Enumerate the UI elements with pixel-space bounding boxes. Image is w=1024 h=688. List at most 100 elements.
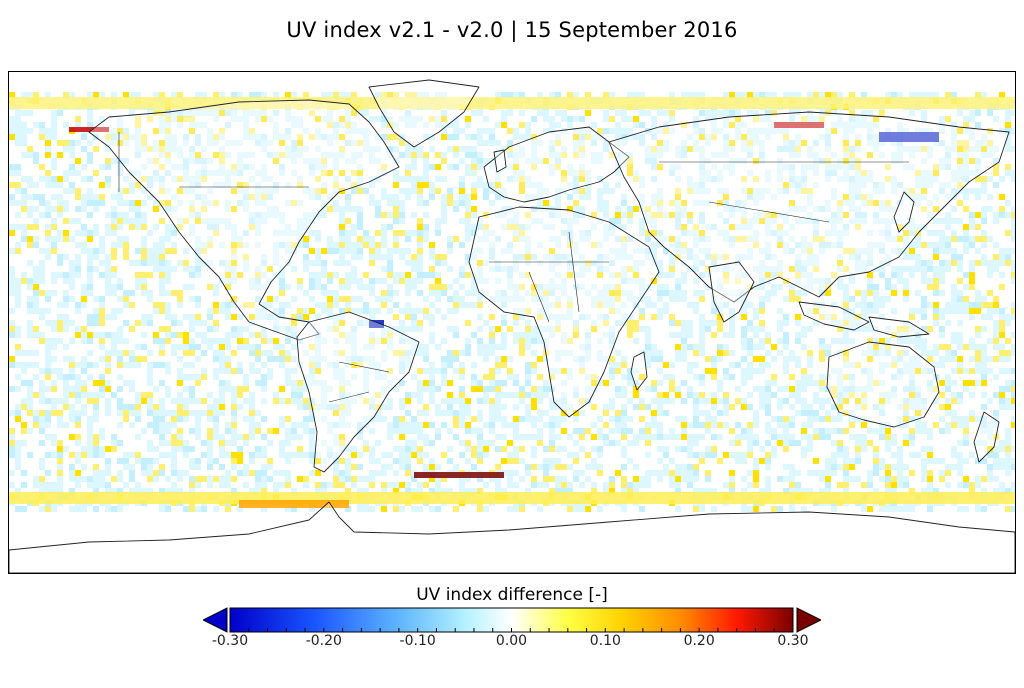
diff-pixel <box>645 356 651 362</box>
diff-pixel <box>771 374 777 380</box>
diff-pixel <box>777 212 783 218</box>
diff-pixel <box>627 278 633 284</box>
diff-pixel <box>441 122 447 128</box>
diff-pixel <box>951 368 957 374</box>
diff-pixel <box>249 194 255 200</box>
world-map[interactable] <box>8 71 1016 574</box>
diff-pixel <box>333 410 339 416</box>
diff-pixel <box>903 194 909 200</box>
diff-pixel <box>747 428 753 434</box>
diff-pixel <box>45 140 51 146</box>
diff-pixel <box>561 284 567 290</box>
diff-pixel <box>399 134 405 140</box>
diff-pixel <box>345 194 351 200</box>
diff-pixel <box>615 206 621 212</box>
diff-pixel <box>543 392 549 398</box>
diff-pixel <box>471 206 477 212</box>
diff-pixel <box>465 260 471 266</box>
diff-pixel <box>129 110 135 116</box>
diff-pixel <box>837 230 843 236</box>
diff-pixel <box>801 386 807 392</box>
diff-pixel <box>867 344 873 350</box>
diff-pixel <box>69 374 75 380</box>
diff-pixel <box>117 404 123 410</box>
diff-pixel <box>219 338 225 344</box>
diff-pixel <box>291 368 297 374</box>
diff-pixel <box>417 152 423 158</box>
diff-pixel <box>1011 248 1015 254</box>
diff-pixel <box>261 110 267 116</box>
diff-pixel <box>225 362 231 368</box>
diff-pixel <box>813 170 819 176</box>
diff-pixel <box>159 380 165 386</box>
diff-pixel <box>153 416 159 422</box>
diff-pixel <box>69 182 75 188</box>
diff-pixel <box>873 308 879 314</box>
diff-pixel <box>543 314 549 320</box>
diff-pixel <box>567 116 573 122</box>
diff-pixel <box>657 314 663 320</box>
diff-pixel <box>219 350 225 356</box>
diff-pixel <box>681 272 687 278</box>
diff-pixel <box>177 302 183 308</box>
diff-pixel <box>429 362 435 368</box>
diff-pixel <box>699 248 705 254</box>
diff-pixel <box>921 266 927 272</box>
diff-pixel <box>975 92 981 98</box>
diff-pixel <box>657 428 663 434</box>
diff-pixel <box>891 386 897 392</box>
diff-pixel <box>855 146 861 152</box>
diff-pixel <box>651 398 657 404</box>
diff-pixel <box>123 200 129 206</box>
diff-pixel <box>9 332 15 338</box>
diff-pixel <box>225 368 231 374</box>
diff-pixel <box>951 380 957 386</box>
diff-pixel <box>459 146 465 152</box>
diff-pixel <box>15 242 21 248</box>
diff-pixel <box>177 368 183 374</box>
diff-pixel <box>615 368 621 374</box>
diff-pixel <box>135 344 141 350</box>
diff-pixel <box>345 260 351 266</box>
diff-pixel <box>531 434 537 440</box>
diff-pixel <box>939 218 945 224</box>
diff-pixel <box>981 176 987 182</box>
diff-pixel <box>27 362 33 368</box>
diff-pixel <box>531 158 537 164</box>
diff-pixel <box>225 152 231 158</box>
diff-pixel <box>603 116 609 122</box>
diff-pixel <box>717 422 723 428</box>
diff-pixel <box>321 206 327 212</box>
diff-pixel <box>723 236 729 242</box>
diff-pixel <box>603 212 609 218</box>
diff-pixel <box>261 188 267 194</box>
diff-pixel <box>117 362 123 368</box>
diff-pixel <box>111 224 117 230</box>
diff-pixel <box>519 182 525 188</box>
diff-pixel <box>15 128 21 134</box>
diff-pixel <box>783 248 789 254</box>
diff-pixel <box>45 128 51 134</box>
diff-pixel <box>141 428 147 434</box>
diff-pixel <box>399 404 405 410</box>
diff-pixel <box>933 398 939 404</box>
diff-pixel <box>177 176 183 182</box>
diff-pixel <box>399 320 405 326</box>
diff-pixel <box>915 224 921 230</box>
diff-pixel <box>297 152 303 158</box>
diff-pixel <box>183 266 189 272</box>
diff-pixel <box>297 434 303 440</box>
diff-pixel <box>63 254 69 260</box>
diff-pixel <box>747 434 753 440</box>
diff-pixel <box>399 230 405 236</box>
diff-pixel <box>777 188 783 194</box>
diff-pixel <box>987 152 993 158</box>
diff-pixel <box>489 200 495 206</box>
diff-pixel <box>369 404 375 410</box>
diff-pixel <box>345 308 351 314</box>
diff-pixel <box>417 290 423 296</box>
diff-pixel <box>603 410 609 416</box>
diff-pixel <box>411 146 417 152</box>
diff-pixel <box>231 248 237 254</box>
diff-pixel <box>717 152 723 158</box>
